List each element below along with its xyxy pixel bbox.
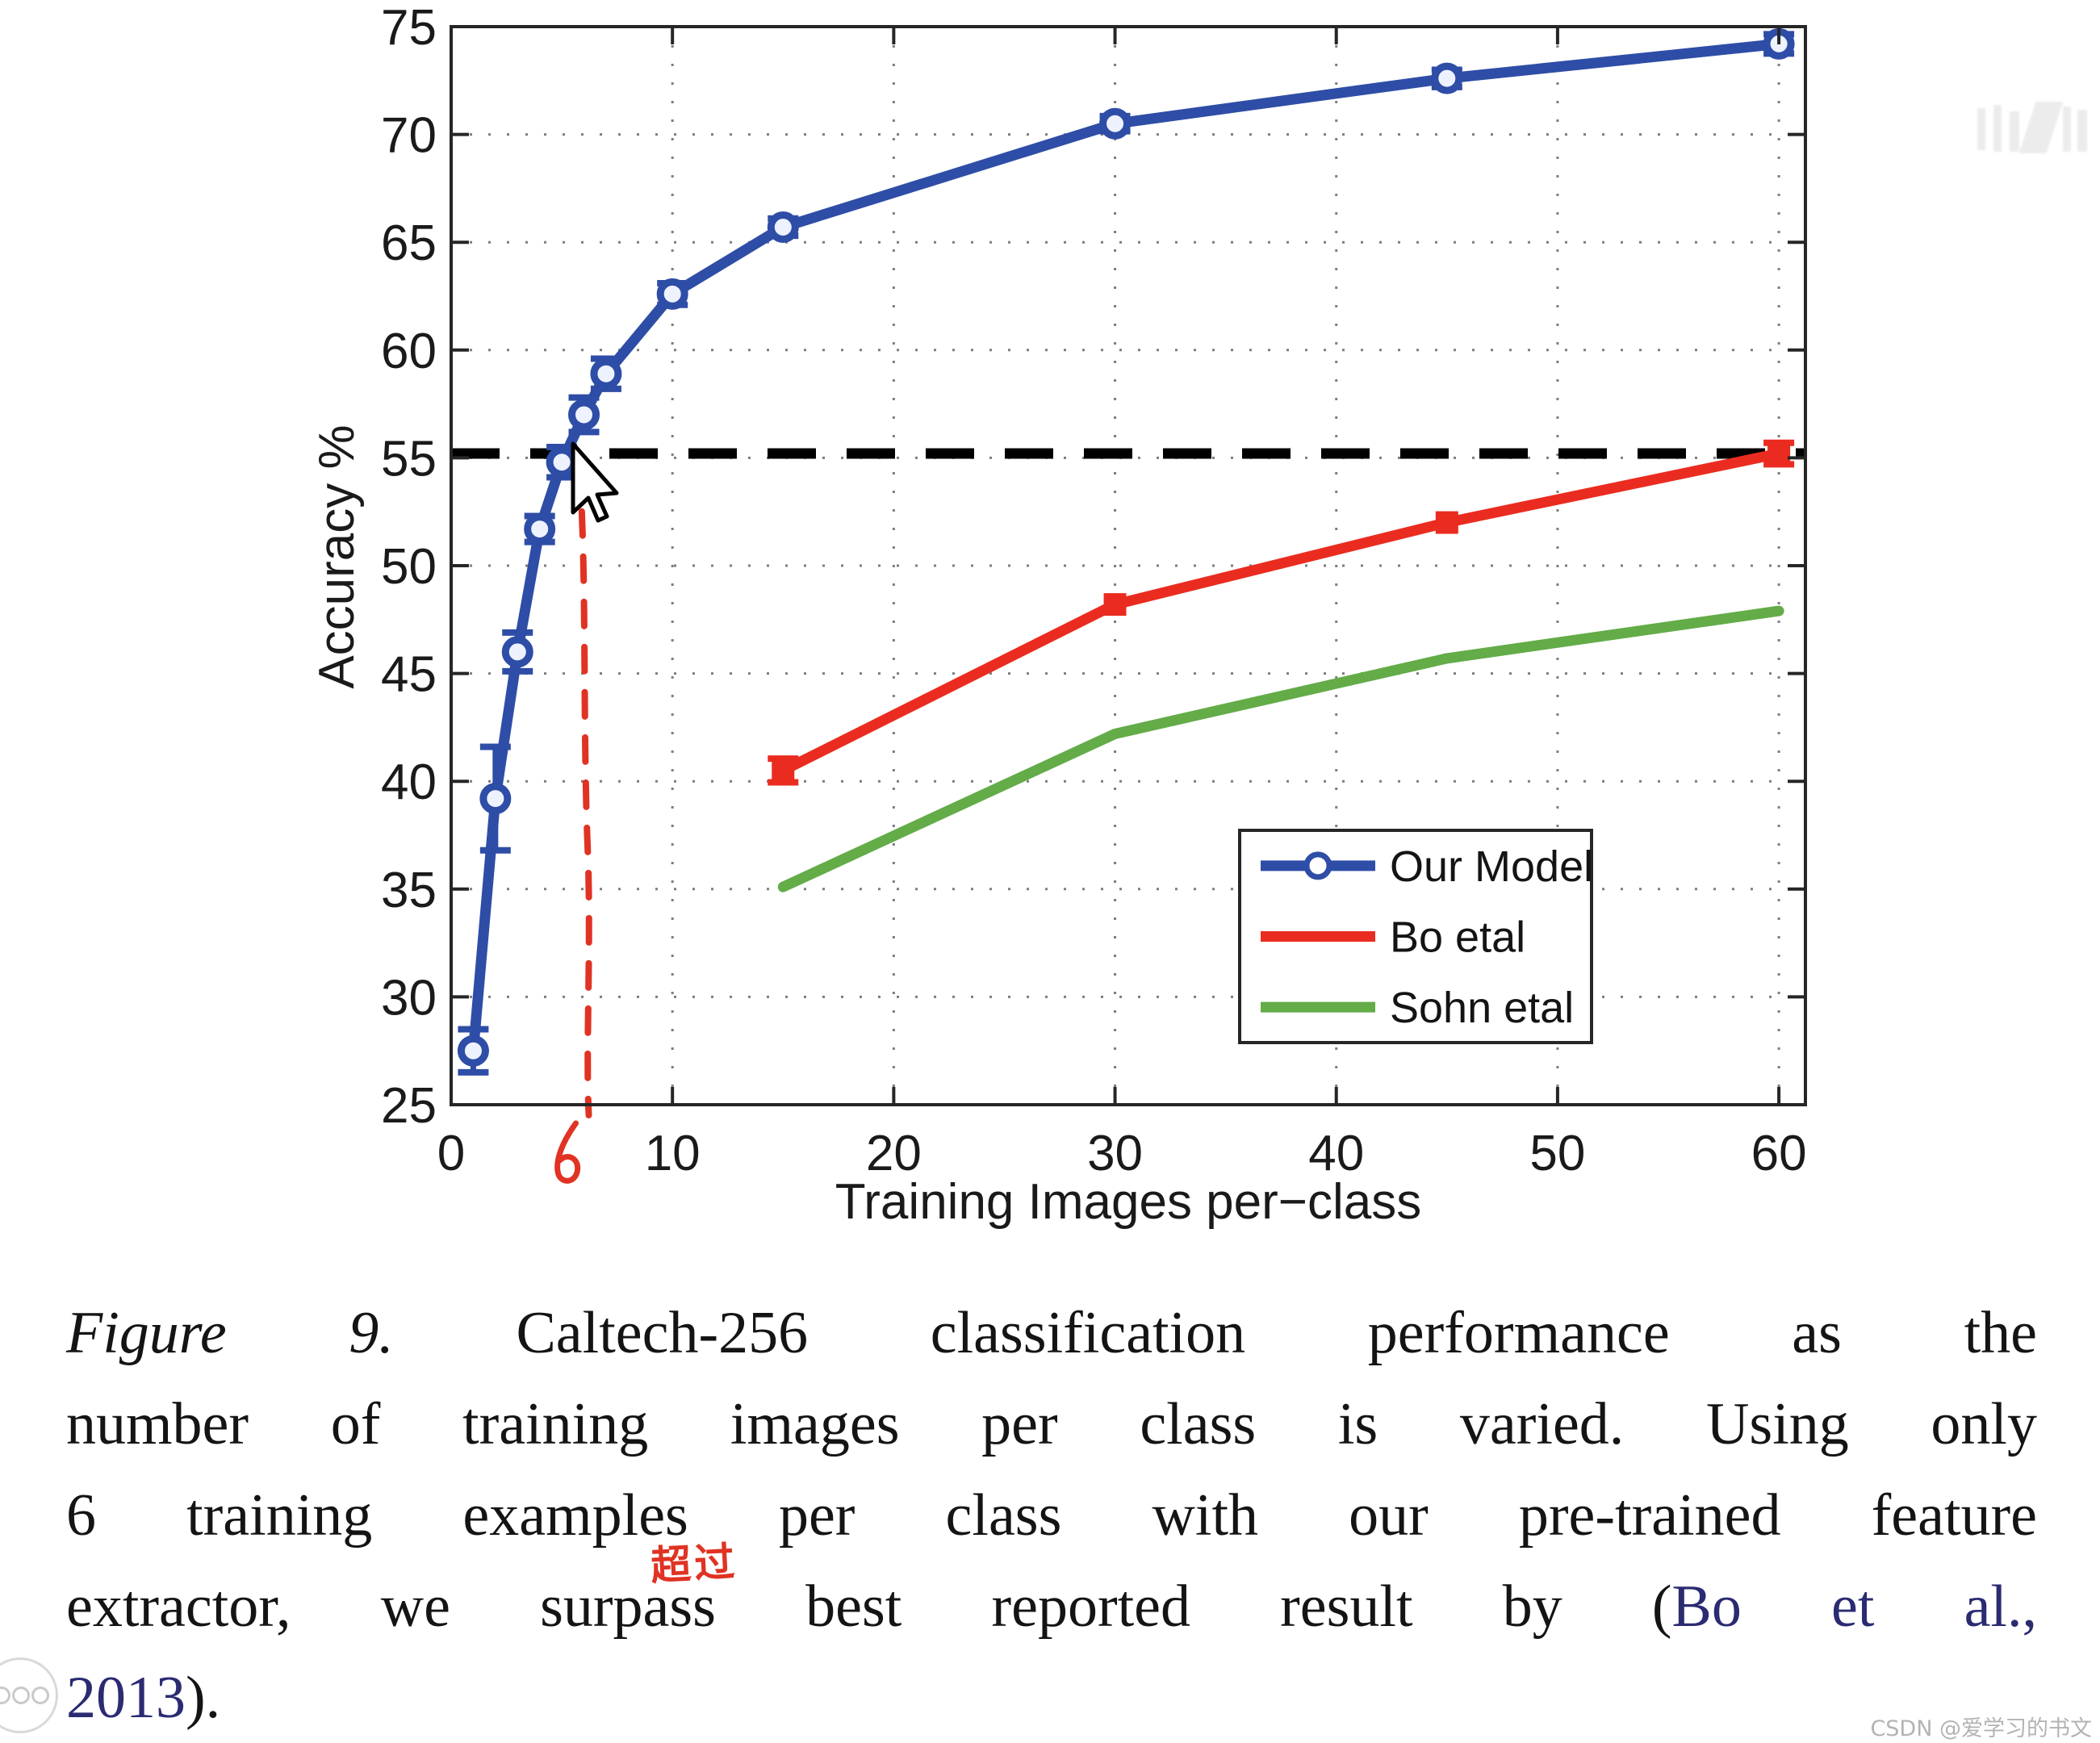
caption-line: number of training images per class is v… bbox=[66, 1379, 2037, 1470]
svg-text:20: 20 bbox=[866, 1126, 922, 1181]
legend-label: Our Model bbox=[1390, 842, 1593, 891]
svg-text:30: 30 bbox=[1087, 1126, 1143, 1181]
svg-text:40: 40 bbox=[1308, 1126, 1364, 1181]
svg-text:10: 10 bbox=[645, 1126, 701, 1181]
svg-text:60: 60 bbox=[1751, 1126, 1807, 1181]
y-tick-labels: 25 30 35 40 45 50 55 60 65 70 75 bbox=[381, 0, 437, 1134]
caption-line: Figure 9. Caltech-256 classification per… bbox=[66, 1288, 2037, 1379]
series-sohn-etal bbox=[777, 605, 1784, 892]
x-tick-labels: 0 10 20 30 40 50 60 bbox=[437, 1126, 1807, 1181]
caption-text: Figure 9. bbox=[66, 1300, 394, 1366]
series-bo-etal bbox=[768, 439, 1795, 786]
caption-text: 6 training examples per class with our p… bbox=[66, 1482, 2037, 1549]
dot-icon bbox=[31, 1687, 49, 1704]
svg-text:65: 65 bbox=[381, 215, 437, 271]
svg-text:0: 0 bbox=[437, 1126, 465, 1181]
caption-line: 2013). bbox=[66, 1653, 2037, 1743]
legend-label: Bo etal bbox=[1390, 913, 1525, 962]
svg-text:30: 30 bbox=[381, 970, 437, 1026]
svg-text:75: 75 bbox=[381, 0, 437, 56]
handwritten-chinese-annotation: 超过 bbox=[649, 1538, 739, 1590]
hand-drawn-vline-x6 bbox=[554, 463, 592, 1184]
figure-chart: 0 10 20 30 40 50 60 25 30 35 40 45 50 55 60 65 70 75 Train… bbox=[309, 0, 1807, 1230]
svg-text:35: 35 bbox=[381, 863, 437, 918]
svg-text:50: 50 bbox=[381, 539, 437, 595]
caption-text: Caltech-256 classification performance a… bbox=[393, 1300, 2037, 1366]
caption-line: 6 training examples per class with our p… bbox=[66, 1470, 2037, 1561]
svg-text:60: 60 bbox=[381, 324, 437, 379]
handwritten-six bbox=[554, 1120, 581, 1184]
gridlines bbox=[451, 27, 1805, 1105]
legend-label: Sohn etal bbox=[1390, 984, 1574, 1032]
figure-caption: Figure 9. Caltech-256 classification per… bbox=[66, 1288, 2037, 1743]
y-axis-label: Accuracy % bbox=[309, 424, 365, 688]
axis-ticks bbox=[450, 25, 1805, 1106]
x-axis-label: Training Images per−class bbox=[835, 1174, 1422, 1230]
csdn-watermark: CSDN @爱学习的书文 bbox=[1870, 1716, 2092, 1741]
more-options-bubble[interactable] bbox=[0, 1657, 58, 1733]
svg-text:50: 50 bbox=[1529, 1126, 1585, 1181]
citation-link[interactable]: Bo et al., bbox=[1671, 1574, 2037, 1640]
svg-text:40: 40 bbox=[381, 754, 437, 810]
citation-link[interactable]: 2013 bbox=[66, 1665, 186, 1731]
svg-text:45: 45 bbox=[381, 647, 437, 703]
caption-text: number of training images per class is v… bbox=[66, 1391, 2037, 1457]
mouse-cursor-icon bbox=[571, 441, 619, 523]
dot-icon bbox=[0, 1687, 10, 1704]
caption-text: extractor, we surpass best reported resu… bbox=[66, 1574, 1672, 1640]
series-our-model bbox=[457, 27, 1795, 1076]
caption-text: ). bbox=[186, 1665, 221, 1731]
svg-text:55: 55 bbox=[381, 431, 437, 487]
svg-text:70: 70 bbox=[381, 108, 437, 164]
dot-icon bbox=[12, 1687, 30, 1704]
faint-watermark bbox=[1974, 90, 2100, 168]
caption-line: extractor, we surpass best reported resu… bbox=[66, 1561, 2037, 1653]
svg-text:25: 25 bbox=[381, 1078, 437, 1134]
legend: Our Model Bo etal Sohn etal bbox=[1238, 829, 1593, 1044]
